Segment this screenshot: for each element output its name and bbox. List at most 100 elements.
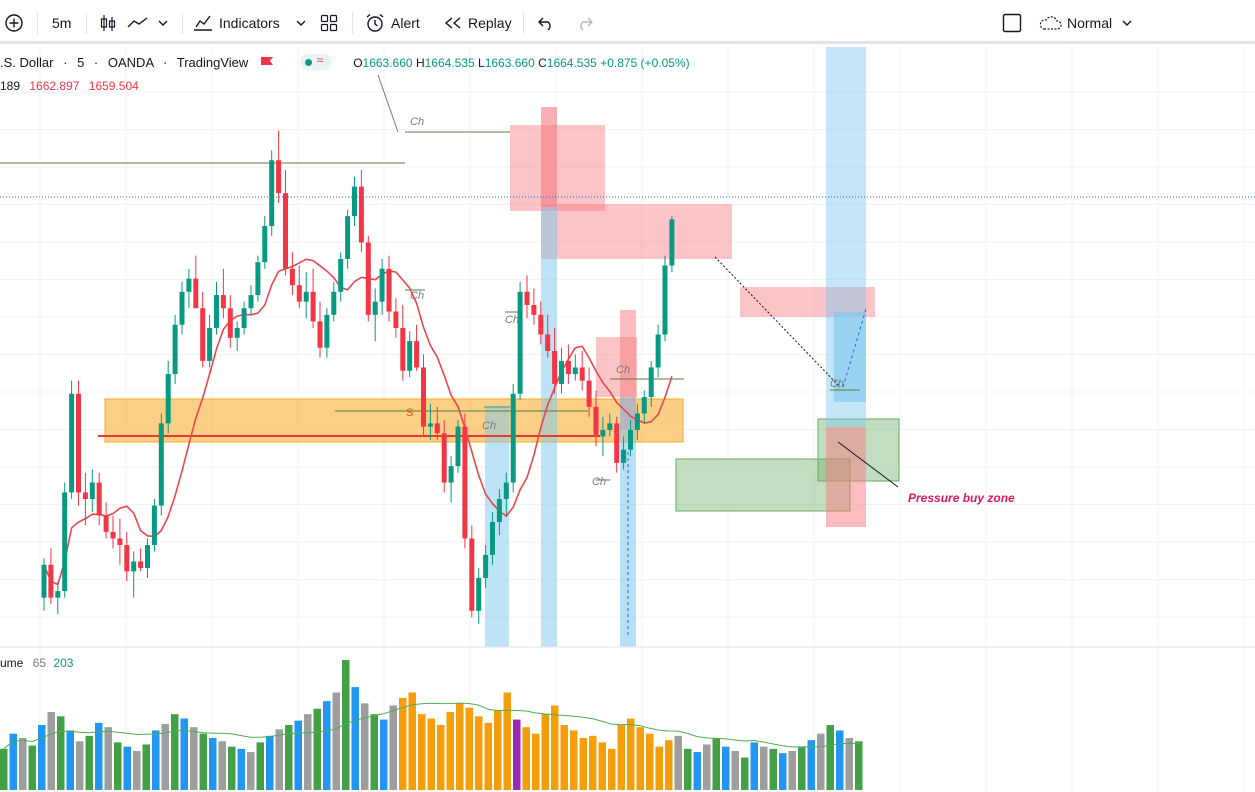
callout-arrow — [377, 74, 399, 133]
candle-body — [262, 226, 268, 263]
volume-bar — [674, 735, 682, 790]
volume-bar — [807, 740, 815, 790]
volume-bar — [199, 733, 207, 790]
volume-bar — [579, 738, 587, 790]
alert-label: Alert — [391, 15, 420, 31]
price-chart[interactable]: Ch Ch Ch Ch Ch Ch Ch S — [0, 47, 1255, 792]
volume-bar — [589, 735, 597, 790]
candle-body — [214, 295, 219, 328]
volume-value-1: 65 — [32, 656, 47, 670]
volume-bar — [342, 660, 350, 790]
candle-body — [414, 341, 420, 368]
high-value: 1664.535 — [424, 56, 475, 70]
chart-type-dropdown[interactable] — [158, 9, 168, 37]
candle-body — [103, 515, 109, 532]
candle-body — [89, 482, 95, 499]
volume-legend: ume 65 203 — [0, 656, 73, 670]
change-value: +0.875 (+0.05%) — [600, 56, 690, 70]
candle-body — [490, 522, 495, 555]
close-label: C — [538, 56, 547, 70]
high-label: H — [415, 56, 425, 70]
volume-bar — [465, 707, 473, 790]
volume-label: ume — [0, 656, 24, 670]
volume-bar — [855, 741, 863, 790]
candle-body — [662, 265, 668, 335]
volume-bar — [712, 738, 720, 790]
mode-dropdown[interactable]: Normal — [1038, 9, 1132, 37]
pressure-buy-zone-label: Pressure buy zone — [908, 491, 1015, 505]
candle-body — [579, 367, 585, 381]
volume-bar — [38, 725, 46, 790]
interval-button[interactable]: 5m — [52, 15, 72, 31]
candle-body — [151, 505, 157, 546]
flag-icon[interactable] — [260, 56, 274, 71]
symbol-legend: .S. Dollar · 5 · OANDA · TradingView ≈ O… — [0, 53, 690, 71]
volume-bar — [636, 727, 644, 790]
volume-bar — [19, 738, 27, 790]
candle-body — [41, 564, 47, 598]
volume-bar — [456, 703, 464, 790]
candle-body — [200, 308, 206, 361]
undo-icon — [538, 17, 551, 30]
compare-button[interactable] — [127, 9, 149, 37]
projection-line — [842, 308, 867, 388]
green-demand-zone — [675, 458, 851, 512]
volume-bar — [323, 701, 331, 790]
candle-body — [269, 160, 275, 227]
candle-body — [524, 291, 530, 305]
volume-bar — [798, 746, 806, 790]
candle-body — [407, 341, 413, 371]
volume-bar — [817, 733, 825, 790]
volume-bar — [722, 746, 730, 790]
choch-label: Ch — [482, 420, 496, 432]
candle-body — [427, 423, 433, 427]
add-symbol-button[interactable] — [4, 9, 24, 37]
candle-body — [655, 334, 661, 368]
volume-bar — [294, 720, 302, 790]
indicators-button[interactable]: Indicators — [193, 9, 280, 37]
candle-body — [110, 531, 116, 539]
candle-body — [641, 397, 647, 414]
volume-bar — [9, 733, 17, 790]
candle-body — [193, 278, 199, 309]
symbol-name[interactable]: .S. Dollar — [0, 55, 54, 70]
selection-checkbox[interactable] — [1002, 9, 1022, 37]
volume-bar — [418, 714, 426, 790]
candle-body — [207, 327, 213, 361]
volume-bar — [228, 746, 236, 790]
volume-bar — [608, 748, 616, 790]
layouts-button[interactable] — [320, 9, 338, 37]
candle-body — [421, 367, 426, 427]
replay-button[interactable]: Replay — [444, 9, 512, 37]
candle-body — [538, 314, 544, 335]
alert-button[interactable]: Alert — [365, 9, 420, 37]
choch-label: Ch — [505, 314, 519, 326]
candle-body — [82, 492, 88, 499]
volume-bar — [123, 746, 131, 790]
candle-body — [179, 291, 185, 325]
candle-body — [476, 577, 482, 611]
choch-label: Ch — [616, 364, 630, 376]
volume-bar — [665, 740, 673, 790]
rewind-icon — [444, 17, 461, 29]
market-status-badge[interactable]: ≈ — [299, 53, 332, 70]
trend-line-icon — [127, 17, 148, 28]
indicators-dropdown[interactable] — [296, 9, 306, 37]
candle-body — [358, 186, 364, 243]
redo-button[interactable] — [577, 9, 593, 37]
volume-bar — [399, 697, 407, 790]
candle-body — [158, 423, 164, 506]
volume-bar — [351, 687, 359, 790]
chevron-down-icon — [1122, 20, 1132, 26]
candle-style-button[interactable] — [99, 9, 117, 37]
ma2-value: 1659.504 — [88, 79, 139, 93]
volume-bar — [494, 709, 502, 790]
volume-bar — [845, 738, 853, 790]
plus-circle-icon — [5, 14, 23, 32]
indicators-icon — [194, 15, 212, 31]
structure-label: S — [406, 407, 413, 419]
volume-bar — [617, 725, 625, 790]
volume-bar — [570, 730, 578, 790]
candle-body — [365, 242, 371, 315]
undo-button[interactable] — [538, 9, 554, 37]
